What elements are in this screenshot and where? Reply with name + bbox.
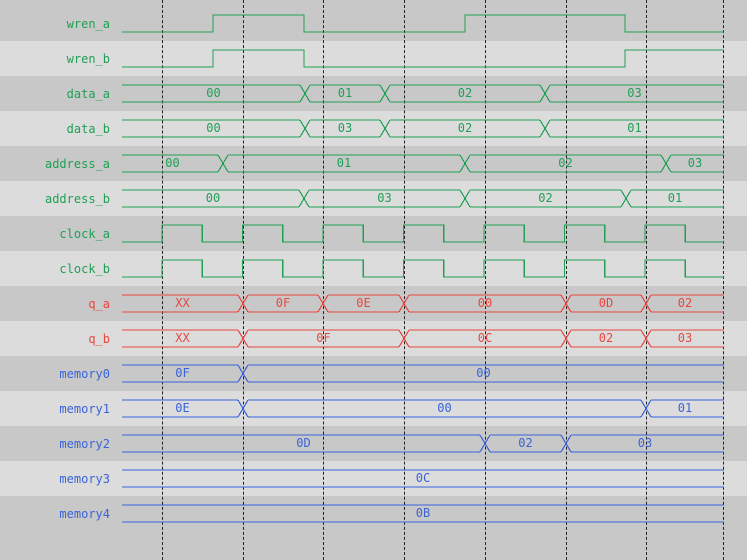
- grid-line-5: [566, 0, 567, 560]
- row-band: [0, 76, 747, 111]
- signal-label-memory0[interactable]: memory0: [59, 366, 110, 381]
- signal-label-q_a[interactable]: q_a: [88, 296, 110, 311]
- row-band: [0, 321, 747, 356]
- signal-label-address_b[interactable]: address_b: [44, 191, 110, 206]
- row-band: [0, 41, 747, 76]
- row-band: [0, 146, 747, 181]
- signal-label-address_a[interactable]: address_a: [44, 156, 110, 171]
- signal-label-q_b[interactable]: q_b: [88, 331, 110, 346]
- row-band: [0, 426, 747, 461]
- grid-line-0: [162, 0, 163, 560]
- row-band: [0, 461, 747, 496]
- signal-label-memory1[interactable]: memory1: [59, 401, 110, 416]
- signal-label-wren_a[interactable]: wren_a: [66, 16, 110, 31]
- row-band: [0, 251, 747, 286]
- grid-line-1: [243, 0, 244, 560]
- row-band: [0, 111, 747, 146]
- grid-line-2: [323, 0, 324, 560]
- grid-line-6: [646, 0, 647, 560]
- signal-label-clock_a[interactable]: clock_a: [59, 226, 110, 241]
- grid-line-7: [723, 0, 724, 560]
- signal-label-clock_b[interactable]: clock_b: [59, 261, 110, 276]
- signal-label-memory4[interactable]: memory4: [59, 506, 110, 521]
- grid-line-4: [485, 0, 486, 560]
- row-band: [0, 356, 747, 391]
- signal-label-memory2[interactable]: memory2: [59, 436, 110, 451]
- row-band: [0, 286, 747, 321]
- row-band: [0, 181, 747, 216]
- signal-label-data_b[interactable]: data_b: [66, 121, 110, 136]
- grid-line-3: [404, 0, 405, 560]
- row-band: [0, 496, 747, 531]
- signal-label-data_a[interactable]: data_a: [66, 86, 110, 101]
- row-band: [0, 216, 747, 251]
- row-band: [0, 391, 747, 426]
- row-band: [0, 6, 747, 41]
- signal-label-wren_b[interactable]: wren_b: [66, 51, 110, 66]
- signal-label-memory3[interactable]: memory3: [59, 471, 110, 486]
